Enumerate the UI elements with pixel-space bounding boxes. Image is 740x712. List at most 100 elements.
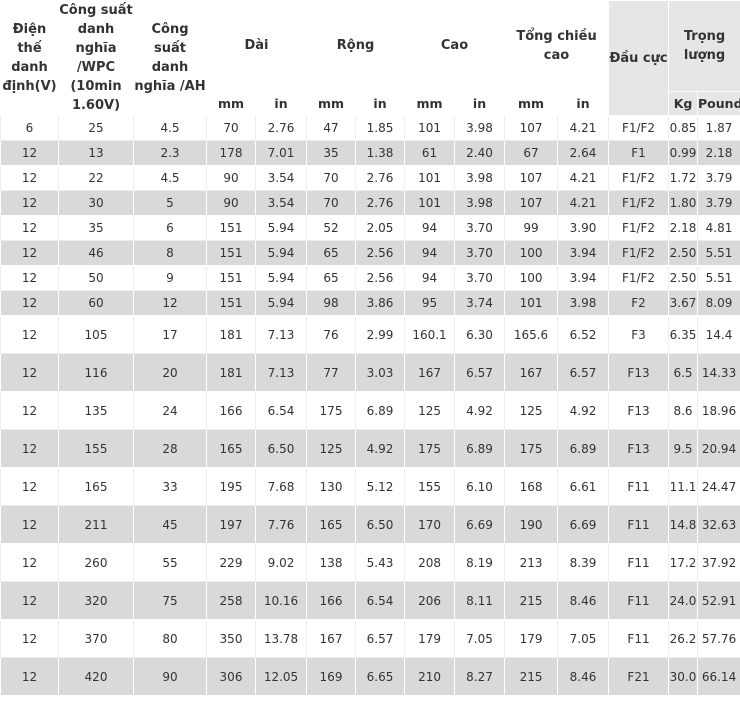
cell-terminal: F13 (608, 429, 670, 468)
unit-weight-pound: Pound (697, 90, 740, 117)
cell-voltage: 12 (0, 315, 59, 354)
cell-height-mm: 170 (404, 505, 456, 544)
cell-length-in: 7.13 (255, 353, 307, 392)
table-row: 12 50 9 151 5.94 65 2.56 94 3.70 100 3.94 F1/F2 2.50… (0, 265, 740, 291)
cell-voltage: 12 (0, 657, 59, 696)
header-voltage: Điện thế danh định(V) (0, 0, 59, 116)
cell-length-mm: 195 (206, 467, 256, 506)
cell-length-in: 9.02 (255, 543, 307, 582)
cell-terminal: F1/F2 (608, 165, 670, 191)
cell-weight-kg: 26.2 (668, 619, 699, 658)
cell-wpc: 13 (58, 140, 134, 166)
cell-total-height-mm: 67 (504, 140, 559, 166)
cell-height-mm: 160.1 (404, 315, 456, 354)
cell-height-mm: 101 (404, 115, 456, 141)
cell-terminal: F1 (608, 140, 670, 166)
cell-width-mm: 76 (306, 315, 356, 354)
cell-total-height-in: 7.05 (557, 619, 610, 658)
cell-wpc: 30 (58, 190, 134, 216)
cell-ah: 17 (133, 315, 207, 354)
cell-height-mm: 125 (404, 391, 456, 430)
header-row-main: Điện thế danh định(V) Công suất danh ngh… (0, 0, 740, 116)
cell-total-height-in: 4.21 (557, 165, 610, 191)
cell-length-in: 7.68 (255, 467, 307, 506)
table-row: 12 211 45 197 7.76 165 6.50 170 6.69 190 6.69 F11 14… (0, 505, 740, 544)
cell-width-in: 6.89 (354, 391, 406, 430)
cell-length-mm: 151 (206, 265, 256, 291)
cell-weight-pound: 8.09 (697, 290, 740, 316)
table-row: 12 320 75 258 10.16 166 6.54 206 8.11 215 8.46 F11 2… (0, 581, 740, 620)
cell-weight-pound: 5.51 (697, 265, 740, 291)
header-length: Dài (206, 0, 307, 92)
cell-height-in: 4.92 (454, 391, 506, 430)
cell-terminal: F1/F2 (608, 115, 670, 141)
cell-height-in: 3.70 (454, 265, 506, 291)
cell-height-mm: 167 (404, 353, 456, 392)
table-row: 12 22 4.5 90 3.54 70 2.76 101 3.98 107 4.21 F1/F2 1.… (0, 165, 740, 191)
cell-weight-kg: 3.67 (668, 290, 699, 316)
cell-total-height-mm: 125 (504, 391, 559, 430)
header-ah-capacity: Công suất danh nghĩa /AH (133, 0, 207, 116)
cell-total-height-mm: 165.6 (504, 315, 559, 354)
cell-weight-kg: 14.8 (668, 505, 699, 544)
cell-height-mm: 94 (404, 240, 456, 266)
cell-weight-kg: 11.1 (668, 467, 699, 506)
cell-width-in: 3.86 (354, 290, 406, 316)
cell-ah: 2.3 (133, 140, 207, 166)
cell-wpc: 211 (58, 505, 134, 544)
table-row: 12 370 80 350 13.78 167 6.57 179 7.05 179 7.05 F11 2… (0, 619, 740, 658)
table-row: 12 165 33 195 7.68 130 5.12 155 6.10 168 6.61 F11 11… (0, 467, 740, 506)
cell-ah: 90 (133, 657, 207, 696)
cell-weight-pound: 52.91 (697, 581, 740, 620)
cell-length-in: 5.94 (255, 215, 307, 241)
cell-total-height-in: 6.61 (557, 467, 610, 506)
table-row: 12 30 5 90 3.54 70 2.76 101 3.98 107 4.21 F1/F2 1.80… (0, 190, 740, 216)
unit-total-height-mm: mm (504, 90, 559, 117)
cell-total-height-in: 3.94 (557, 240, 610, 266)
cell-length-in: 6.50 (255, 429, 307, 468)
unit-total-height-in: in (557, 90, 610, 117)
cell-length-in: 5.94 (255, 290, 307, 316)
cell-weight-pound: 3.79 (697, 165, 740, 191)
cell-width-mm: 65 (306, 265, 356, 291)
cell-length-mm: 229 (206, 543, 256, 582)
cell-length-mm: 151 (206, 240, 256, 266)
unit-height-mm: mm (404, 90, 456, 117)
header-total-height: Tổng chiều cao (504, 0, 610, 92)
header-weight: Trọng lượng (668, 0, 740, 92)
cell-total-height-mm: 100 (504, 240, 559, 266)
cell-ah: 8 (133, 240, 207, 266)
unit-length-in: in (255, 90, 307, 117)
cell-total-height-in: 3.94 (557, 265, 610, 291)
cell-weight-pound: 37.92 (697, 543, 740, 582)
cell-weight-pound: 1.87 (697, 115, 740, 141)
table-row: 12 46 8 151 5.94 65 2.56 94 3.70 100 3.94 F1/F2 2.50… (0, 240, 740, 266)
cell-wpc: 260 (58, 543, 134, 582)
cell-weight-pound: 2.18 (697, 140, 740, 166)
cell-wpc: 135 (58, 391, 134, 430)
cell-height-mm: 175 (404, 429, 456, 468)
cell-weight-kg: 6.5 (668, 353, 699, 392)
cell-width-mm: 98 (306, 290, 356, 316)
cell-wpc: 420 (58, 657, 134, 696)
cell-weight-pound: 5.51 (697, 240, 740, 266)
cell-weight-kg: 30.0 (668, 657, 699, 696)
cell-length-in: 7.13 (255, 315, 307, 354)
cell-weight-pound: 66.14 (697, 657, 740, 696)
cell-length-in: 2.76 (255, 115, 307, 141)
cell-width-mm: 125 (306, 429, 356, 468)
cell-ah: 75 (133, 581, 207, 620)
header-width: Rộng (305, 0, 406, 92)
cell-ah: 45 (133, 505, 207, 544)
cell-wpc: 155 (58, 429, 134, 468)
cell-total-height-mm: 99 (504, 215, 559, 241)
cell-wpc: 35 (58, 215, 134, 241)
cell-total-height-in: 6.89 (557, 429, 610, 468)
cell-width-in: 5.12 (354, 467, 406, 506)
cell-total-height-mm: 213 (504, 543, 559, 582)
cell-total-height-mm: 168 (504, 467, 559, 506)
cell-height-in: 3.70 (454, 215, 506, 241)
cell-length-in: 3.54 (255, 165, 307, 191)
cell-terminal: F1/F2 (608, 215, 670, 241)
cell-voltage: 12 (0, 429, 59, 468)
